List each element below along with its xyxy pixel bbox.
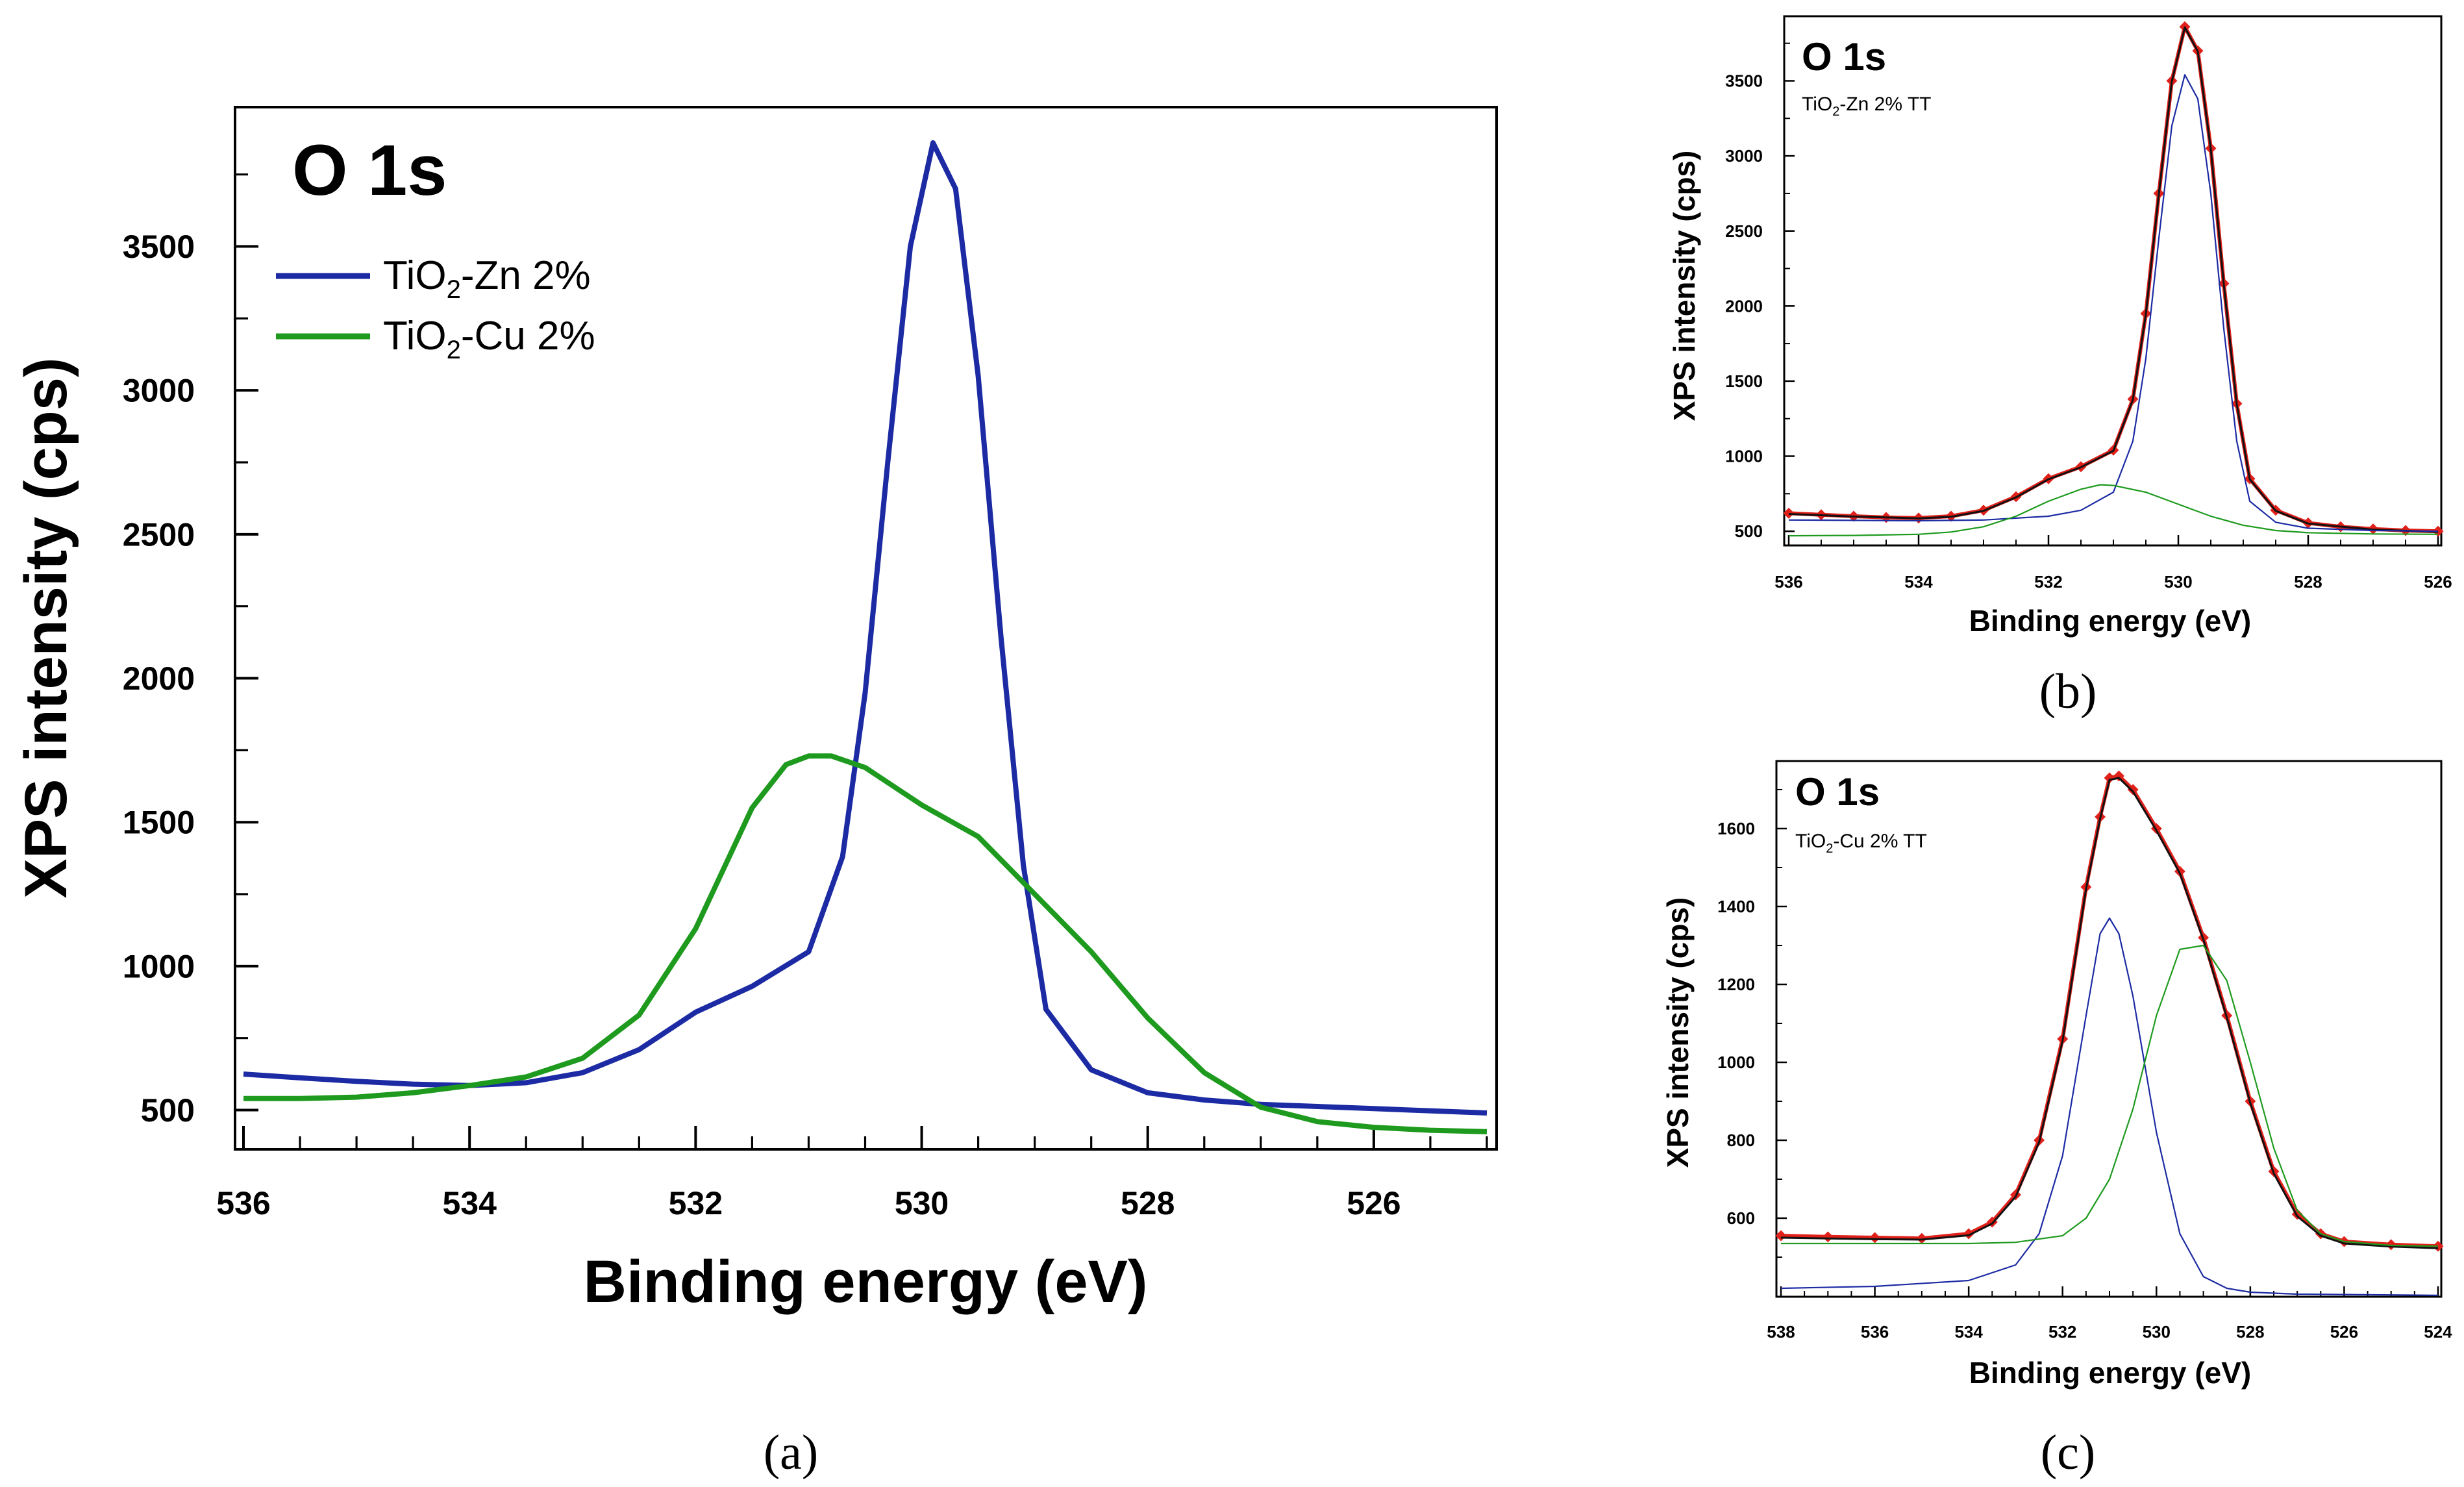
x-tick-label: 532 bbox=[2048, 1322, 2076, 1342]
x-tick-label: 526 bbox=[2424, 572, 2452, 592]
y-tick-label: 800 bbox=[1727, 1131, 1755, 1150]
x-tick-label: 538 bbox=[1767, 1322, 1795, 1342]
y-tick-label: 3000 bbox=[123, 373, 195, 409]
panel-b-ticks: 536 534 532 530 528 526 500 1000 1500 2000 2500 300… bbox=[1725, 42, 2452, 592]
y-tick-label: 1500 bbox=[1725, 371, 1763, 391]
x-tick-label: 524 bbox=[2424, 1322, 2452, 1342]
series-component-1-line bbox=[1780, 917, 2439, 1296]
panel-b-caption: (b) bbox=[2039, 664, 2097, 719]
panel-c: 538 536 534 532 530 528 526 524 600 800 1000 1200 14… bbox=[1661, 760, 2452, 1480]
panel-c-series bbox=[1775, 770, 2444, 1296]
x-tick-label: 528 bbox=[2236, 1322, 2264, 1342]
legend-label-cu: TiO2-Cu 2% bbox=[383, 314, 595, 364]
x-tick-label: 536 bbox=[216, 1185, 270, 1221]
panel-c-caption: (c) bbox=[2041, 1425, 2095, 1480]
panel-a-caption: (a) bbox=[764, 1425, 818, 1480]
x-tick-label: 532 bbox=[669, 1185, 723, 1221]
panel-a-ylabel: XPS intensity (cps) bbox=[13, 357, 79, 898]
y-tick-label: 2500 bbox=[1725, 221, 1763, 241]
series-component-2-line bbox=[1781, 944, 2439, 1247]
y-tick-label: 1200 bbox=[1717, 975, 1755, 994]
y-tick-label: 2000 bbox=[123, 660, 195, 697]
panel-b: 536 534 532 530 528 526 500 1000 1500 2000 2500 300… bbox=[1667, 15, 2452, 719]
panel-a-xlabel: Binding energy (eV) bbox=[584, 1249, 1148, 1315]
x-tick-label: 532 bbox=[2034, 572, 2062, 592]
series-component-1-line bbox=[1788, 74, 2439, 532]
x-tick-label: 526 bbox=[2330, 1322, 2358, 1342]
y-tick-label: 3000 bbox=[1725, 146, 1763, 166]
panel-a-series bbox=[243, 140, 1487, 1134]
panel-b-subtitle: TiO2-Zn 2% TT bbox=[1802, 94, 1931, 119]
data-point-marker bbox=[2104, 772, 2115, 784]
legend-label-zn: TiO2-Zn 2% bbox=[383, 253, 591, 304]
x-tick-label: 528 bbox=[1121, 1185, 1175, 1221]
series-TiO2-Cu 2%-line bbox=[243, 753, 1487, 1134]
data-point-marker bbox=[1916, 1232, 1928, 1244]
x-tick-label: 536 bbox=[1774, 572, 1802, 592]
y-tick-label: 1400 bbox=[1717, 897, 1755, 916]
data-point-marker bbox=[1822, 1231, 1834, 1243]
y-tick-label: 2000 bbox=[1725, 296, 1763, 316]
series-fit-line bbox=[1788, 26, 2439, 533]
panel-a-legend: TiO2-Zn 2% TiO2-Cu 2% bbox=[276, 253, 595, 364]
panel-c-ylabel: XPS intensity (cps) bbox=[1661, 897, 1695, 1168]
panel-c-subtitle: TiO2-Cu 2% TT bbox=[1795, 831, 1927, 856]
x-tick-label: 534 bbox=[1954, 1322, 1983, 1342]
x-tick-label: 534 bbox=[442, 1185, 497, 1221]
x-tick-label: 526 bbox=[1347, 1185, 1400, 1221]
series-fit-line bbox=[1780, 777, 2439, 1249]
y-tick-label: 3500 bbox=[1725, 71, 1763, 91]
y-tick-label: 500 bbox=[141, 1092, 195, 1129]
y-tick-label: 1000 bbox=[1717, 1053, 1755, 1072]
x-tick-label: 536 bbox=[1861, 1322, 1889, 1342]
series-component-2-line bbox=[1788, 484, 2439, 537]
panel-a-ticks: 536 534 532 530 528 526 500 1000 1500 2000 2500 300… bbox=[123, 173, 1488, 1221]
y-tick-label: 3500 bbox=[123, 229, 195, 265]
panel-a-title: O 1s bbox=[292, 131, 447, 210]
panel-b-ylabel: XPS intensity (cps) bbox=[1667, 151, 1701, 421]
y-tick-label: 1000 bbox=[123, 948, 195, 984]
data-point-marker bbox=[2127, 784, 2139, 795]
y-tick-label: 600 bbox=[1727, 1208, 1755, 1228]
y-tick-label: 1500 bbox=[123, 805, 195, 841]
panel-c-title: O 1s bbox=[1795, 770, 1880, 814]
x-tick-label: 530 bbox=[2164, 572, 2192, 592]
y-tick-label: 1000 bbox=[1725, 447, 1763, 466]
panel-a: 536 534 532 530 528 526 500 1000 1500 2000 2500 300… bbox=[13, 106, 1498, 1480]
panel-c-xlabel: Binding energy (eV) bbox=[1969, 1356, 2251, 1390]
data-point-marker bbox=[1869, 1232, 1881, 1243]
panel-b-title: O 1s bbox=[1802, 35, 1886, 79]
x-tick-label: 528 bbox=[2294, 572, 2322, 592]
data-point-marker bbox=[1783, 507, 1795, 519]
y-tick-label: 2500 bbox=[123, 516, 195, 553]
panel-b-xlabel: Binding energy (eV) bbox=[1969, 604, 2251, 638]
y-tick-label: 500 bbox=[1735, 521, 1763, 541]
panel-b-series bbox=[1783, 21, 2444, 537]
y-tick-label: 1600 bbox=[1717, 819, 1755, 838]
x-tick-label: 530 bbox=[2143, 1322, 2171, 1342]
x-tick-label: 534 bbox=[1904, 572, 1933, 592]
x-tick-label: 530 bbox=[895, 1185, 949, 1221]
panel-c-ticks: 538 536 534 532 530 528 526 524 600 800 1000 1200 14… bbox=[1717, 789, 2452, 1342]
